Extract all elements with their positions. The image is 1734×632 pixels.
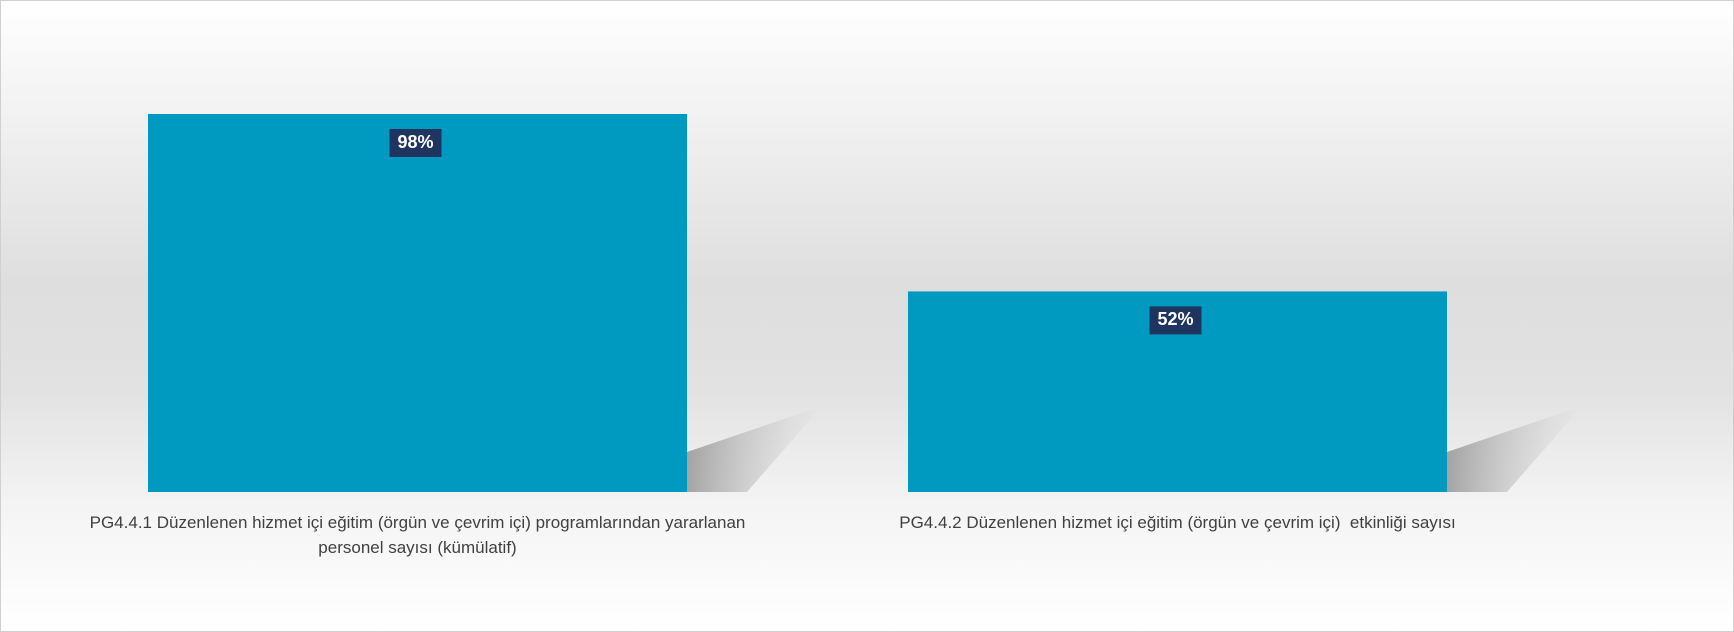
bar-shadow [1447, 406, 1582, 492]
data-label-box [389, 129, 442, 157]
bar-shadow [687, 406, 822, 492]
category-label: PG4.4.1 Düzenlenen hizmet içi eğitim (ör… [89, 513, 751, 557]
data-label-box [1149, 306, 1202, 335]
category-label: PG4.4.2 Düzenlenen hizmet içi eğitim (ör… [899, 513, 1456, 532]
data-label: 52% [1157, 309, 1193, 329]
bar [148, 114, 687, 492]
data-label: 98% [397, 132, 433, 152]
